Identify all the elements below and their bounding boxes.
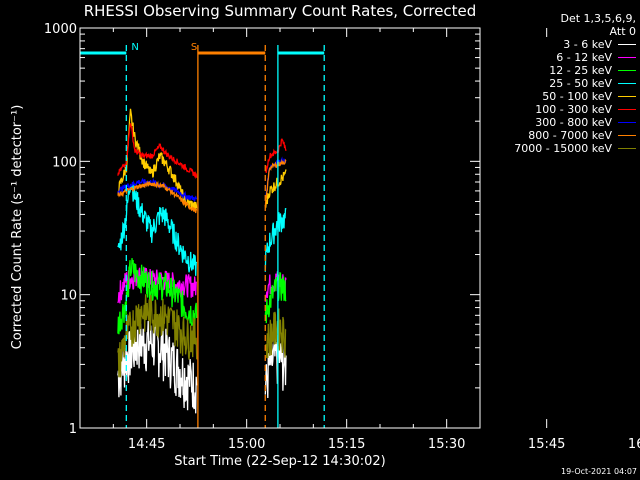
y-tick-label-2: 100 — [52, 155, 77, 170]
legend-label-1: 6 - 12 keV — [556, 51, 612, 64]
legend-item-8: 7000 - 15000 keV — [484, 142, 636, 155]
series-line-7 — [117, 158, 287, 214]
series-line-8 — [117, 294, 287, 378]
legend: Det 1,3,5,6,9, Att 0 3 - 6 keV 6 - 12 keV… — [484, 12, 636, 155]
x-tick-label-5: 16:00 — [628, 437, 640, 452]
legend-swatch-1 — [618, 57, 636, 58]
legend-item-0: 3 - 6 keV — [484, 38, 636, 51]
legend-label-4: 50 - 100 keV — [542, 90, 612, 103]
x-tick-label-2: 15:15 — [328, 437, 365, 452]
flag-label-1: S — [191, 42, 197, 53]
legend-label-8: 7000 - 15000 keV — [514, 142, 612, 155]
x-tick-label-1: 15:00 — [228, 437, 265, 452]
series-line-2 — [117, 258, 287, 335]
x-axis-label: Start Time (22-Sep-12 14:30:02) — [174, 454, 386, 469]
y-tick-label-3: 1000 — [44, 22, 77, 37]
legend-swatch-0 — [618, 44, 636, 45]
legend-label-7: 800 - 7000 keV — [528, 129, 612, 142]
series-line-0 — [117, 320, 287, 414]
legend-item-1: 6 - 12 keV — [484, 51, 636, 64]
legend-item-2: 12 - 25 keV — [484, 64, 636, 77]
legend-header-detectors: Det 1,3,5,6,9, — [560, 12, 636, 25]
legend-swatch-6 — [618, 122, 636, 123]
legend-header-attenuator: Att 0 — [609, 25, 636, 38]
legend-label-2: 12 - 25 keV — [549, 64, 612, 77]
series-line-5 — [117, 123, 287, 180]
legend-swatch-3 — [618, 83, 636, 84]
legend-swatch-5 — [618, 109, 636, 110]
legend-item-6: 300 - 800 keV — [484, 116, 636, 129]
x-tick-label-3: 15:30 — [428, 437, 465, 452]
legend-label-5: 100 - 300 keV — [535, 103, 612, 116]
legend-swatch-4 — [618, 96, 636, 97]
legend-label-3: 25 - 50 keV — [549, 77, 612, 90]
y-axis-label: Corrected Count Rate (s⁻¹ detector⁻¹) — [10, 104, 25, 350]
legend-swatch-8 — [618, 148, 636, 149]
legend-label-6: 300 - 800 keV — [535, 116, 612, 129]
timestamp: 19-Oct-2021 04:07 — [561, 467, 637, 476]
chart-title: RHESSI Observing Summary Count Rates, Co… — [83, 2, 477, 20]
legend-item-7: 800 - 7000 keV — [484, 129, 636, 142]
legend-label-0: 3 - 6 keV — [563, 38, 612, 51]
legend-item-4: 50 - 100 keV — [484, 90, 636, 103]
series-line-4 — [117, 108, 287, 211]
x-tick-label-0: 14:45 — [128, 437, 165, 452]
legend-swatch-2 — [618, 70, 636, 71]
flag-label-0: N — [131, 42, 138, 53]
x-tick-label-4: 15:45 — [528, 437, 565, 452]
series-line-3 — [117, 183, 287, 276]
legend-swatch-7 — [618, 135, 636, 136]
legend-item-5: 100 - 300 keV — [484, 103, 636, 116]
y-tick-label-0: 1 — [69, 422, 77, 437]
y-tick-label-1: 10 — [60, 289, 77, 304]
legend-item-3: 25 - 50 keV — [484, 77, 636, 90]
